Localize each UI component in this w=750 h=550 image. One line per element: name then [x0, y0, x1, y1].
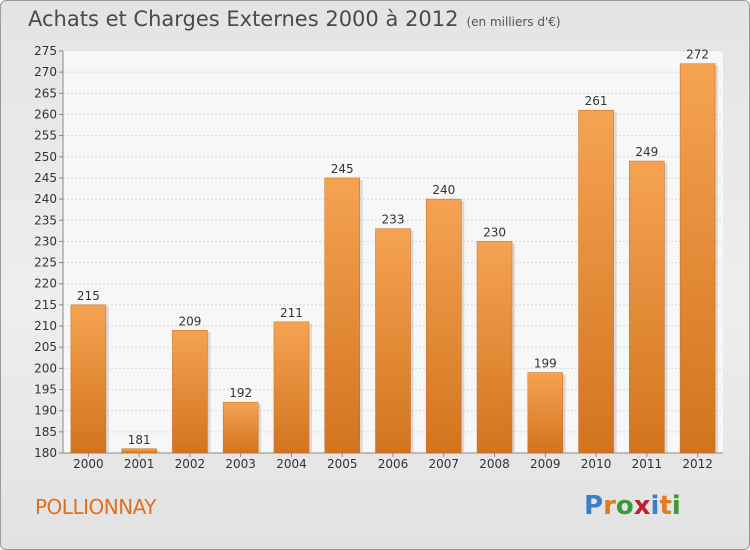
x-tick-label: 2006 — [378, 457, 409, 471]
y-tick-label: 255 — [34, 129, 57, 143]
chart-subtitle: (en milliers d'€) — [466, 15, 561, 29]
bar-value-label: 249 — [635, 145, 658, 159]
commune-name: POLLIONNAY — [35, 495, 157, 519]
y-tick-label: 225 — [34, 256, 57, 270]
logo-letter: i — [650, 491, 660, 521]
x-tick-label: 2004 — [276, 457, 307, 471]
y-tick-label: 240 — [34, 192, 57, 206]
bar — [121, 448, 157, 454]
bar-value-label: 230 — [483, 225, 506, 239]
bar-value-label: 245 — [331, 162, 354, 176]
bar — [527, 372, 564, 454]
logo-letter: P — [584, 491, 604, 521]
bar — [578, 109, 614, 454]
bar-value-label: 199 — [534, 357, 557, 371]
logo-letter: r — [603, 491, 616, 521]
y-tick-label: 250 — [34, 150, 57, 164]
x-tick-label: 2008 — [479, 457, 510, 471]
bar-value-label: 261 — [585, 94, 608, 108]
proxiti-logo: Proxiti — [584, 491, 681, 521]
x-tick-label: 2001 — [124, 457, 155, 471]
bar — [273, 321, 310, 454]
bar-value-label: 211 — [280, 306, 303, 320]
logo-letter: o — [615, 491, 634, 521]
bar — [426, 198, 462, 454]
x-tick-label: 2009 — [530, 457, 561, 471]
y-tick-label: 180 — [34, 446, 57, 460]
chart-title-text: Achats et Charges Externes 2000 à 2012 — [28, 7, 459, 31]
bar — [70, 304, 107, 454]
bar — [629, 160, 665, 454]
proxiti-logo-letters: Proxiti — [584, 491, 681, 521]
y-tick-label: 275 — [34, 44, 57, 58]
logo-letter: i — [671, 491, 681, 521]
y-tick-label: 195 — [34, 383, 57, 397]
y-tick-label: 235 — [34, 213, 57, 227]
bar — [679, 63, 716, 454]
y-tick-label: 220 — [34, 277, 57, 291]
y-tick-label: 265 — [34, 86, 57, 100]
x-tick-label: 2007 — [428, 457, 459, 471]
x-tick-label: 2012 — [682, 457, 713, 471]
bar-value-label: 192 — [229, 386, 252, 400]
y-tick-label: 185 — [34, 425, 57, 439]
y-tick-label: 200 — [34, 361, 57, 375]
y-tick-label: 205 — [34, 340, 57, 354]
x-tick-label: 2003 — [225, 457, 256, 471]
y-tick-label: 210 — [34, 319, 57, 333]
bar — [375, 228, 411, 454]
bar-value-label: 181 — [128, 433, 151, 447]
bar-value-label: 240 — [432, 183, 455, 197]
bar — [172, 330, 208, 454]
y-tick-label: 260 — [34, 107, 57, 121]
y-tick-label: 245 — [34, 171, 57, 185]
y-tick-label: 230 — [34, 234, 57, 248]
x-tick-label: 2005 — [327, 457, 358, 471]
bar — [222, 401, 259, 454]
chart-title: Achats et Charges Externes 2000 à 2012 (e… — [28, 7, 561, 31]
bar-value-label: 209 — [178, 314, 201, 328]
x-tick-label: 2011 — [632, 457, 663, 471]
bar — [324, 177, 360, 454]
y-tick-label: 190 — [34, 404, 57, 418]
bar — [476, 241, 513, 454]
bar-value-label: 233 — [382, 213, 405, 227]
x-tick-label: 2010 — [581, 457, 612, 471]
y-tick-label: 270 — [34, 65, 57, 79]
x-tick-label: 2002 — [175, 457, 206, 471]
bar-value-label: 272 — [686, 48, 709, 62]
logo-letter: x — [633, 491, 651, 521]
y-tick-label: 215 — [34, 298, 57, 312]
logo-letter: t — [659, 491, 672, 521]
bar-value-label: 215 — [77, 289, 100, 303]
x-tick-label: 2000 — [73, 457, 104, 471]
